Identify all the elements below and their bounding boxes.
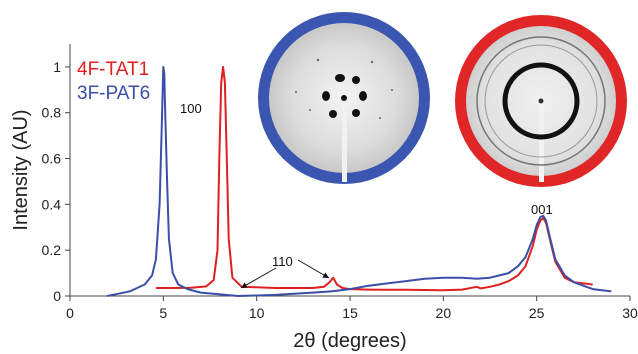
series-line-3f-pat6 [107, 65, 612, 297]
y-tick-label: 0.6 [42, 151, 62, 167]
y-tick-label: 0.2 [42, 242, 62, 258]
annotation-110: 110 [272, 254, 293, 269]
x-tick-label: 20 [436, 305, 452, 321]
annotation-110-arrow-right [297, 259, 330, 279]
y-tick-label: 1 [53, 59, 61, 75]
y-tick-label: 0 [53, 288, 61, 304]
annotation-110-arrow-left [240, 267, 277, 289]
legend-entry-3f-pat6: 3F-PAT6 [77, 83, 150, 104]
y-tick-label: 0.4 [42, 196, 62, 212]
y-axis-ticks: 0 0.2 0.4 0.6 0.8 1 [42, 59, 70, 304]
blue-ring-diffraction-pattern [258, 12, 430, 184]
annotations: 100 001 110 [180, 101, 553, 289]
series-layer [107, 65, 612, 297]
x-tick-label: 10 [249, 305, 265, 321]
x-tick-label: 30 [622, 305, 638, 321]
inset-blue-beamstop [342, 100, 347, 182]
x-axis-title: 2θ (degrees) [293, 330, 406, 352]
inset-red-mid-ring [484, 44, 598, 158]
inset-red-outer-ring [476, 36, 606, 166]
red-ring-diffraction-pattern [455, 15, 627, 187]
inset-red-center [538, 98, 544, 104]
y-tick-label: 0.8 [42, 105, 62, 121]
annotation-100: 100 [180, 101, 202, 116]
x-axis-ticks: 0 5 10 15 20 25 30 [66, 296, 638, 321]
legend: 4F-TAT1 3F-PAT6 [77, 59, 150, 104]
inset-red-beamstop [539, 100, 544, 182]
annotation-001: 001 [531, 202, 553, 217]
inset-blue-faint-spots [295, 58, 393, 119]
legend-entry-4f-tat1: 4F-TAT1 [77, 59, 149, 80]
inset-red-main-ring [502, 62, 580, 140]
x-tick-label: 5 [159, 305, 167, 321]
x-tick-label: 15 [342, 305, 358, 321]
x-tick-label: 25 [529, 305, 545, 321]
y-axis-title: Intensity (AU) [10, 109, 32, 230]
x-tick-label: 0 [66, 305, 74, 321]
inset-blue-spots [322, 74, 367, 118]
